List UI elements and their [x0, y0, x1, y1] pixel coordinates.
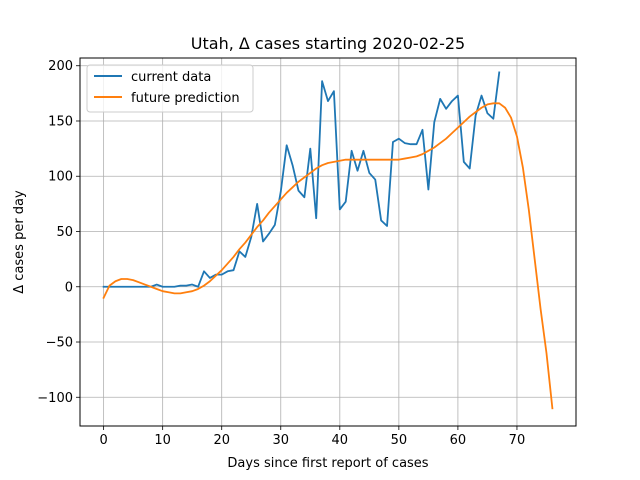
x-tick-label: 20: [213, 433, 230, 448]
x-tick-label: 0: [99, 433, 107, 448]
plot-series: [102, 71, 554, 410]
y-tick-label: −50: [46, 336, 73, 351]
y-axis-label: Δ cases per day: [12, 190, 27, 294]
y-tick-label: 0: [65, 280, 73, 295]
legend-label-current-data: current data: [131, 70, 211, 85]
x-tick-label: 70: [509, 433, 526, 448]
y-tick-label: 200: [48, 59, 73, 74]
x-tick-label: 60: [450, 433, 467, 448]
legend: current data future prediction: [86, 64, 254, 113]
x-tick-label: 10: [154, 433, 171, 448]
x-tick-label: 50: [391, 433, 408, 448]
x-tick-label: 40: [332, 433, 349, 448]
y-tick-label: 150: [48, 114, 73, 129]
y-tick-label: −100: [37, 391, 73, 406]
legend-label-future-prediction: future prediction: [131, 91, 240, 106]
chart-title: Utah, Δ cases starting 2020-02-25: [191, 34, 465, 53]
axis-ticks: 0 10 20 30 40 50 60 70 −100 −50 0 50 100 150 200: [37, 59, 525, 448]
legend-box: [86, 64, 254, 113]
series-line-future-prediction: [102, 102, 554, 410]
plot-frame: [79, 57, 577, 427]
grid: [80, 58, 576, 426]
y-tick-label: 100: [48, 170, 73, 185]
x-tick-label: 30: [272, 433, 289, 448]
x-axis-label: Days since first report of cases: [227, 456, 428, 471]
y-tick-label: 50: [56, 225, 73, 240]
series-line-current-data: [102, 71, 501, 288]
